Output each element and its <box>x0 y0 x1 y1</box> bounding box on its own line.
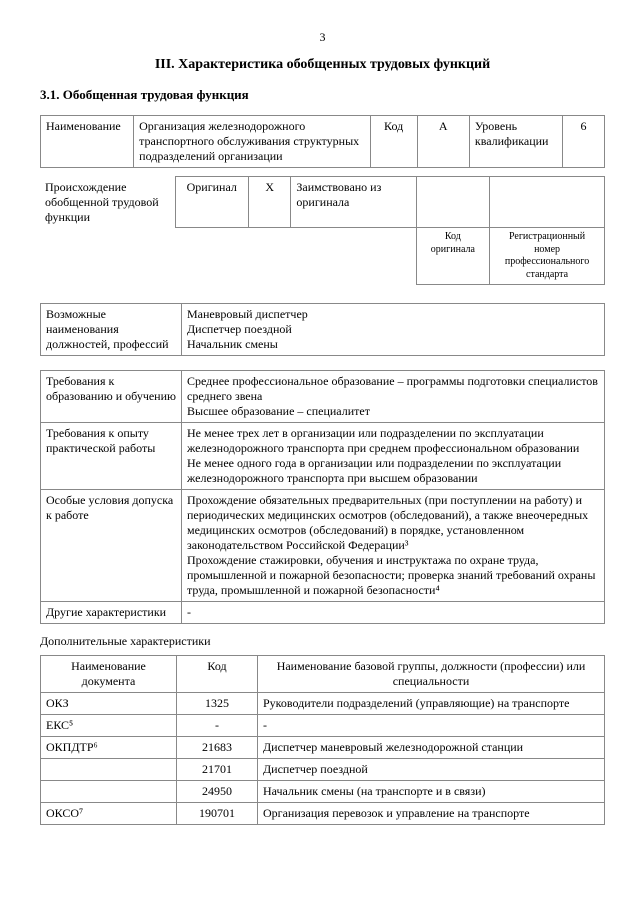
label-original: Оригинал <box>175 177 248 228</box>
label-borrowed: Заимствовано из оригинала <box>291 177 416 228</box>
t3-r2-c2: 21683 <box>177 737 258 759</box>
req-other-value: - <box>182 602 605 624</box>
label-reg: Регистрационный номер профессионального … <box>490 228 605 285</box>
value-level: 6 <box>563 116 605 168</box>
requirements-table: Требования к образованию и обучению Сред… <box>40 370 605 624</box>
t3-r1-c3: - <box>258 715 605 737</box>
t3-r3-c2: 21701 <box>177 759 258 781</box>
t3-r1-c2: - <box>177 715 258 737</box>
t3-r0-c1: ОКЗ <box>41 693 177 715</box>
table-row: ОКПДТР⁶ 21683 Диспетчер маневровый желез… <box>41 737 605 759</box>
req-other-label: Другие характеристики <box>41 602 182 624</box>
req-edu-label: Требования к образованию и обучению <box>41 371 182 423</box>
t3-r4-c1 <box>41 781 177 803</box>
table-row: ЕКС⁵ - - <box>41 715 605 737</box>
t3-r3-c3: Диспетчер поездной <box>258 759 605 781</box>
t3-r2-c3: Диспетчер маневровый железнодорожной ста… <box>258 737 605 759</box>
req-cond-label: Особые условия допуска к работе <box>41 490 182 602</box>
t3-r5-c1: ОКСО⁷ <box>41 803 177 825</box>
t3-r3-c1 <box>41 759 177 781</box>
main-title: III. Характеристика обобщенных трудовых … <box>40 57 605 73</box>
t3-r0-c2: 1325 <box>177 693 258 715</box>
req-cond-value: Прохождение обязательных предварительных… <box>182 490 605 602</box>
req-exp-value: Не менее трех лет в организации или подр… <box>182 423 605 490</box>
additional-table: Наименование документа Код Наименование … <box>40 655 605 825</box>
t3-h2: Код <box>177 656 258 693</box>
positions-table: Возможные наименования должностей, профе… <box>40 303 605 356</box>
req-edu-value: Среднее профессиональное образование – п… <box>182 371 605 423</box>
label-code-orig: Код оригинала <box>416 228 489 285</box>
table-row: ОКСО⁷ 190701 Организация перевозок и упр… <box>41 803 605 825</box>
t3-h3: Наименование базовой группы, должности (… <box>258 656 605 693</box>
value-original-mark: X <box>249 177 291 228</box>
subheading: Дополнительные характеристики <box>40 634 605 649</box>
t3-r1-c1: ЕКС⁵ <box>41 715 177 737</box>
table-row: ОКЗ 1325 Руководители подразделений (упр… <box>41 693 605 715</box>
blank-1 <box>416 177 489 228</box>
t3-r5-c2: 190701 <box>177 803 258 825</box>
section-title: 3.1. Обобщенная трудовая функция <box>40 87 605 103</box>
t3-r5-c3: Организация перевозок и управление на тр… <box>258 803 605 825</box>
blank-2 <box>490 177 605 228</box>
value-name: Организация железнодорожного транспортно… <box>134 116 370 168</box>
t3-r4-c3: Начальник смены (на транспорте и в связи… <box>258 781 605 803</box>
label-level: Уровень квалификации <box>469 116 562 168</box>
positions-label: Возможные наименования должностей, профе… <box>41 304 182 356</box>
table-row: 24950 Начальник смены (на транспорте и в… <box>41 781 605 803</box>
table-row: 21701 Диспетчер поездной <box>41 759 605 781</box>
t3-h1: Наименование документа <box>41 656 177 693</box>
req-exp-label: Требования к опыту практической работы <box>41 423 182 490</box>
page-number: 3 <box>40 30 605 45</box>
t3-r2-c1: ОКПДТР⁶ <box>41 737 177 759</box>
label-name: Наименование <box>41 116 134 168</box>
header-table-1: Наименование Организация железнодорожног… <box>40 115 605 168</box>
label-origin: Происхождение обобщенной трудовой функци… <box>40 177 175 228</box>
value-code: А <box>417 116 469 168</box>
t3-r0-c3: Руководители подразделений (управляющие)… <box>258 693 605 715</box>
positions-value: Маневровый диспетчер Диспетчер поездной … <box>182 304 605 356</box>
label-code: Код <box>370 116 417 168</box>
t3-r4-c2: 24950 <box>177 781 258 803</box>
header-table-2: Происхождение обобщенной трудовой функци… <box>40 176 605 285</box>
document-page: 3 III. Характеристика обобщенных трудовы… <box>0 0 640 853</box>
